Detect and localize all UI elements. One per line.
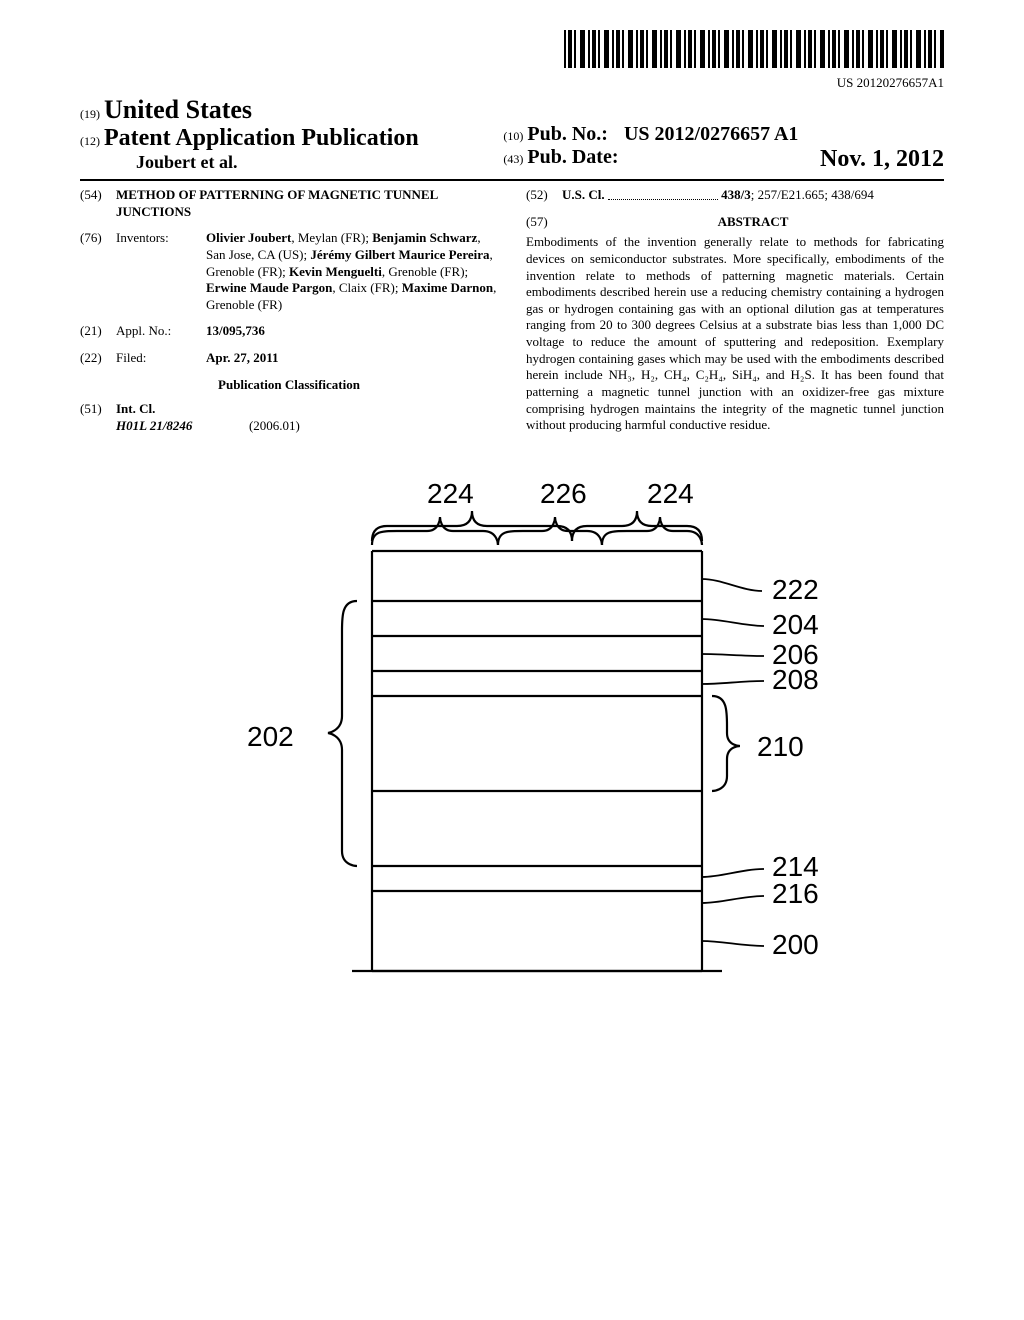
- figure-area: 224 226 224 222 204 206 208 210 214 216 …: [80, 471, 944, 1001]
- fig-label-222: 222: [772, 574, 819, 605]
- intcl-code: H01L 21/8246: [116, 418, 192, 433]
- right-column: (52) U.S. Cl. 438/3; 257/E21.665; 438/69…: [526, 187, 944, 435]
- abstract-head: ABSTRACT: [562, 214, 944, 231]
- field-21: (21) Appl. No.: 13/095,736: [80, 323, 498, 340]
- applno: 13/095,736: [206, 323, 265, 338]
- inventors-text: Olivier Joubert, Meylan (FR); Benjamin S…: [206, 230, 498, 313]
- filed-date: Apr. 27, 2011: [206, 350, 278, 365]
- header-row: (19) United States (12) Patent Applicati…: [80, 95, 944, 181]
- num-57: (57): [526, 214, 562, 231]
- field-52: (52) U.S. Cl. 438/3; 257/E21.665; 438/69…: [526, 187, 944, 204]
- label-uscl: U.S. Cl.: [562, 187, 605, 202]
- fig-label-200: 200: [772, 929, 819, 960]
- num-76: (76): [80, 230, 116, 313]
- num-51: (51): [80, 401, 116, 434]
- pubdate: Nov. 1, 2012: [820, 146, 944, 173]
- pubno: US 2012/0276657 A1: [624, 123, 798, 145]
- header-right: (10) Pub. No.: US 2012/0276657 A1 (43) P…: [503, 123, 944, 173]
- fig-label-216: 216: [772, 878, 819, 909]
- field-22: (22) Filed: Apr. 27, 2011: [80, 350, 498, 367]
- invention-title: METHOD OF PATTERNING OF MAGNETIC TUNNEL …: [116, 187, 498, 220]
- field-51: (51) Int. Cl. H01L 21/8246 (2006.01): [80, 401, 498, 434]
- uscl-line: U.S. Cl. 438/3; 257/E21.665; 438/694: [562, 187, 944, 204]
- fig-label-204: 204: [772, 609, 819, 640]
- authors-short: Joubert et al.: [136, 152, 477, 173]
- label-applno: Appl. No.:: [116, 323, 206, 340]
- line-19: (19) United States: [80, 95, 477, 125]
- fig-label-224a: 224: [427, 478, 474, 509]
- field-76: (76) Inventors: Olivier Joubert, Meylan …: [80, 230, 498, 313]
- label-inventors: Inventors:: [116, 230, 206, 313]
- num-43: (43): [503, 152, 523, 166]
- patent-page: US 20120276657A1 (19) United States (12)…: [0, 0, 1024, 1041]
- field-57: (57) ABSTRACT: [526, 214, 944, 231]
- pubno-label: Pub. No.:: [527, 123, 608, 145]
- publication-type: Patent Application Publication: [104, 125, 419, 151]
- barcode-text: US 20120276657A1: [80, 75, 944, 91]
- pubclass-head: Publication Classification: [80, 377, 498, 394]
- intcl-block: Int. Cl. H01L 21/8246 (2006.01): [116, 401, 300, 434]
- num-12: (12): [80, 134, 100, 148]
- line-43: (43) Pub. Date: Nov. 1, 2012: [503, 146, 944, 173]
- num-10: (10): [503, 129, 523, 143]
- intcl-date: (2006.01): [249, 418, 300, 433]
- left-column: (54) METHOD OF PATTERNING OF MAGNETIC TU…: [80, 187, 498, 435]
- field-54: (54) METHOD OF PATTERNING OF MAGNETIC TU…: [80, 187, 498, 220]
- abstract-body: Embodiments of the invention generally r…: [526, 234, 944, 434]
- num-54: (54): [80, 187, 116, 220]
- fig-label-210: 210: [757, 731, 804, 762]
- barcode-graphic: [564, 30, 944, 68]
- header-left: (19) United States (12) Patent Applicati…: [80, 95, 477, 173]
- figure-svg: 224 226 224 222 204 206 208 210 214 216 …: [182, 471, 842, 1001]
- biblio-columns: (54) METHOD OF PATTERNING OF MAGNETIC TU…: [80, 187, 944, 435]
- line-10: (10) Pub. No.: US 2012/0276657 A1: [503, 123, 944, 146]
- fig-label-208: 208: [772, 664, 819, 695]
- barcode-block: US 20120276657A1: [80, 30, 944, 91]
- num-19: (19): [80, 107, 100, 121]
- pubdate-label: Pub. Date:: [527, 146, 618, 168]
- fig-label-202: 202: [247, 721, 294, 752]
- fig-label-226: 226: [540, 478, 587, 509]
- line-12: (12) Patent Application Publication: [80, 125, 477, 152]
- num-52: (52): [526, 187, 562, 204]
- num-21: (21): [80, 323, 116, 340]
- fig-label-224b: 224: [647, 478, 694, 509]
- num-22: (22): [80, 350, 116, 367]
- label-filed: Filed:: [116, 350, 206, 367]
- country: United States: [104, 95, 252, 124]
- label-intcl: Int. Cl.: [116, 401, 155, 416]
